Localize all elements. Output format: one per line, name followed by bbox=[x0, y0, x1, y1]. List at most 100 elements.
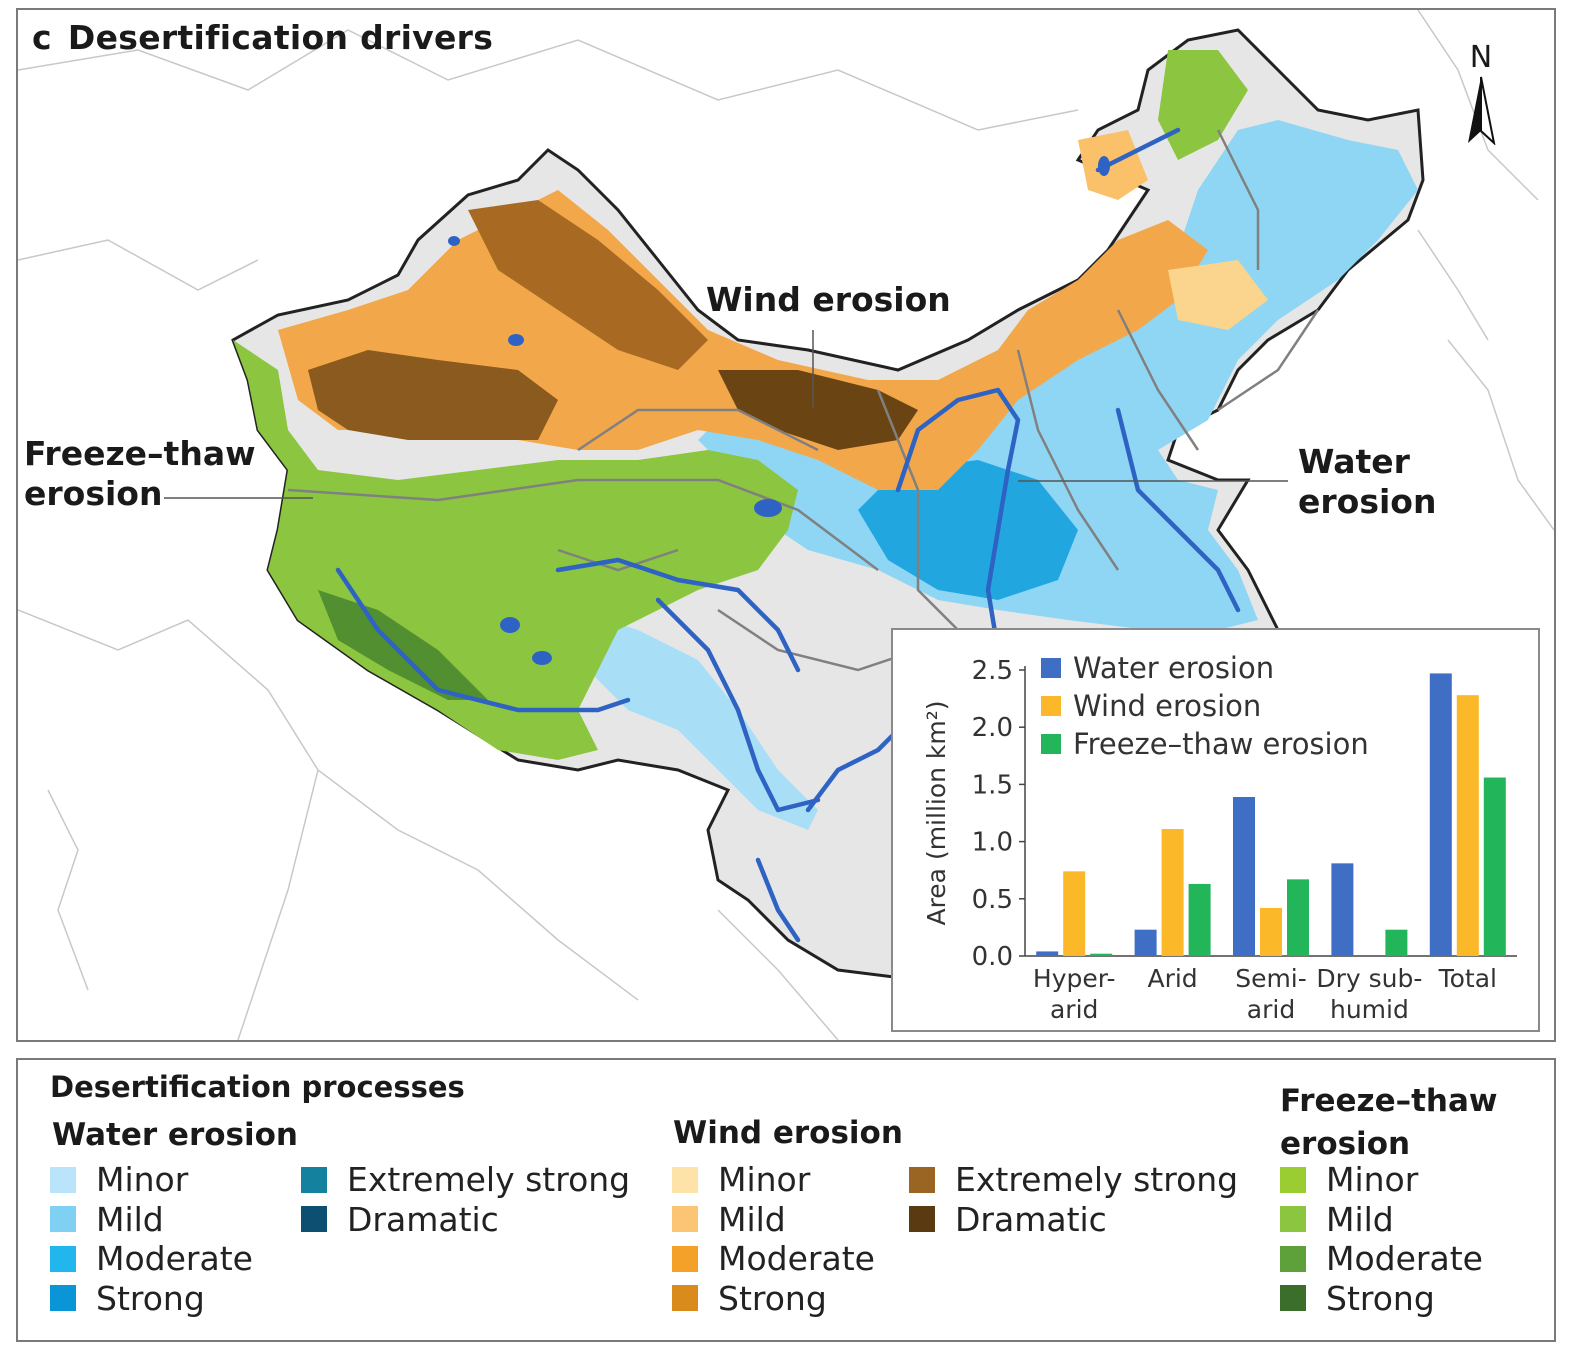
legend-swatch-wind-3 bbox=[672, 1285, 698, 1311]
legend-freeze-title-line1: Freeze–thaw bbox=[1280, 1083, 1498, 1119]
legend-item-wind-4: Extremely strong bbox=[909, 1160, 1238, 1199]
y-axis-label: Area (million km²) bbox=[922, 700, 951, 925]
legend-label-wind-2: Moderate bbox=[718, 1239, 875, 1278]
legend-swatch-wind-0 bbox=[672, 1166, 698, 1193]
bar-2-4 bbox=[1483, 777, 1506, 956]
legend-item-water-0: Minor bbox=[50, 1160, 188, 1199]
legend-water-title: Water erosion bbox=[52, 1117, 298, 1153]
legend-swatch-freeze-0 bbox=[1280, 1166, 1306, 1193]
panel-title: c Desertification drivers bbox=[32, 18, 493, 57]
north-label: N bbox=[1469, 40, 1493, 75]
legend-item-wind-0: Minor bbox=[672, 1160, 810, 1199]
legend-swatch-water-4 bbox=[301, 1166, 327, 1193]
legend-swatch-freeze-3 bbox=[1280, 1285, 1306, 1311]
y-tick-label-2: 1.0 bbox=[972, 828, 1013, 858]
panel-letter: c bbox=[32, 18, 52, 57]
freeze-thaw-strong bbox=[318, 590, 488, 700]
bar-1-4 bbox=[1456, 695, 1479, 956]
callout-wind-erosion-label: Wind erosion bbox=[706, 280, 951, 319]
wind-erosion-dramatic bbox=[308, 350, 558, 440]
legend-label-wind-3: Strong bbox=[718, 1278, 827, 1318]
legend-swatch-freeze-2 bbox=[1280, 1245, 1306, 1272]
chart-legend-swatch-1 bbox=[1041, 696, 1061, 716]
bar-2-2 bbox=[1287, 879, 1309, 956]
legend-label-water-5: Dramatic bbox=[347, 1199, 499, 1239]
callout-wind-erosion: Wind erosion bbox=[706, 280, 951, 320]
legend-panel: Desertification processes Water erosion … bbox=[16, 1058, 1556, 1342]
legend-label-freeze-3: Strong bbox=[1326, 1278, 1435, 1318]
legend-swatch-freeze-1 bbox=[1280, 1206, 1306, 1232]
y-tick-label-3: 1.5 bbox=[972, 770, 1013, 800]
legend-item-water-1: Mild bbox=[50, 1200, 164, 1239]
bar-1-1 bbox=[1161, 829, 1184, 956]
callout-water-line2: erosion bbox=[1298, 482, 1437, 521]
legend-label-water-0: Minor bbox=[96, 1160, 189, 1199]
legend-item-freeze-3: Strong bbox=[1280, 1279, 1435, 1318]
legend-label-wind-4: Extremely strong bbox=[955, 1160, 1239, 1199]
x-tick-label-1-0: Arid bbox=[1147, 964, 1197, 993]
callout-water-line1: Water bbox=[1298, 442, 1410, 481]
water-erosion-strong bbox=[858, 460, 1078, 600]
legend-item-freeze-0: Minor bbox=[1280, 1160, 1418, 1199]
legend-label-freeze-1: Mild bbox=[1326, 1199, 1394, 1239]
x-tick-label-0-0: Hyper- bbox=[1033, 964, 1116, 993]
bar-0-2 bbox=[1233, 796, 1255, 956]
legend-item-wind-5: Dramatic bbox=[909, 1200, 1107, 1239]
y-tick-label-1: 0.5 bbox=[972, 885, 1013, 915]
bar-1-2 bbox=[1260, 907, 1282, 956]
north-arrow-icon bbox=[1468, 76, 1496, 146]
legend-item-freeze-1: Mild bbox=[1280, 1200, 1394, 1239]
bar-0-3 bbox=[1331, 863, 1354, 956]
legend-item-wind-1: Mild bbox=[672, 1200, 786, 1239]
x-tick-label-2-0: Semi- bbox=[1235, 964, 1307, 993]
legend-title: Desertification processes bbox=[50, 1070, 465, 1104]
bar-0-1 bbox=[1134, 929, 1157, 956]
y-tick-label-4: 2.0 bbox=[972, 713, 1013, 743]
legend-swatch-water-0 bbox=[50, 1166, 76, 1193]
inset-bar-chart: 0.0 0.5 1.0 1.5 2.0 2.5 Area (million km²) Hype… bbox=[891, 628, 1540, 1032]
legend-wind-title: Wind erosion bbox=[673, 1115, 903, 1151]
rivers bbox=[335, 127, 1241, 943]
legend-label-water-2: Moderate bbox=[96, 1239, 253, 1278]
x-tick-label-4-0: Total bbox=[1438, 964, 1497, 993]
callout-freeze-thaw-erosion: Freeze–thaw erosion bbox=[24, 434, 256, 514]
map-panel: c Desertification drivers Wind erosion Fr… bbox=[16, 8, 1556, 1042]
legend-swatch-water-2 bbox=[50, 1245, 76, 1272]
chart-legend-label-0: Water erosion bbox=[1073, 651, 1274, 685]
chart-legend-swatch-2 bbox=[1041, 734, 1061, 754]
bar-0-0 bbox=[1036, 951, 1059, 956]
legend-label-wind-0: Minor bbox=[718, 1160, 811, 1199]
legend-item-wind-3: Strong bbox=[672, 1279, 827, 1318]
legend-freeze-title: Freeze–thaw erosion bbox=[1280, 1080, 1498, 1166]
wind-erosion-dramatic-2 bbox=[718, 370, 918, 450]
legend-swatch-wind-2 bbox=[672, 1245, 698, 1272]
callout-water-erosion: Water erosion bbox=[1298, 442, 1436, 522]
legend-item-freeze-2: Moderate bbox=[1280, 1239, 1483, 1278]
province-borders bbox=[287, 129, 1320, 732]
x-tick-label-3-0: Dry sub- bbox=[1316, 964, 1422, 993]
legend-item-water-5: Dramatic bbox=[301, 1200, 499, 1239]
bar-2-0 bbox=[1090, 953, 1113, 956]
wind-erosion-extreme bbox=[468, 200, 708, 370]
bar-2-1 bbox=[1188, 883, 1211, 956]
legend-label-water-1: Mild bbox=[96, 1199, 164, 1239]
chart-legend-swatch-0 bbox=[1041, 658, 1061, 678]
legend-label-wind-1: Mild bbox=[718, 1199, 786, 1239]
legend-item-water-2: Moderate bbox=[50, 1239, 253, 1278]
y-tick-label-5: 2.5 bbox=[972, 656, 1013, 686]
y-tick-label-0: 0.0 bbox=[972, 942, 1013, 972]
chart-legend-label-1: Wind erosion bbox=[1073, 689, 1261, 723]
neighbour-borders bbox=[18, 10, 1554, 1040]
legend-item-water-4: Extremely strong bbox=[301, 1160, 630, 1199]
legend-item-wind-2: Moderate bbox=[672, 1239, 875, 1278]
bar-chart-svg: 0.0 0.5 1.0 1.5 2.0 2.5 Area (million km²) Hype… bbox=[922, 651, 1517, 1024]
x-tick-label-2-1: arid bbox=[1247, 995, 1295, 1024]
callout-freeze-thaw-line2: erosion bbox=[24, 474, 163, 513]
legend-swatch-wind-4 bbox=[909, 1166, 935, 1193]
bar-2-3 bbox=[1385, 929, 1408, 956]
x-tick-label-3-1: humid bbox=[1330, 995, 1409, 1024]
north-arrow: N bbox=[1458, 40, 1504, 149]
legend-swatch-wind-5 bbox=[909, 1206, 935, 1232]
bar-0-4 bbox=[1429, 673, 1452, 956]
legend-label-freeze-0: Minor bbox=[1326, 1160, 1419, 1199]
